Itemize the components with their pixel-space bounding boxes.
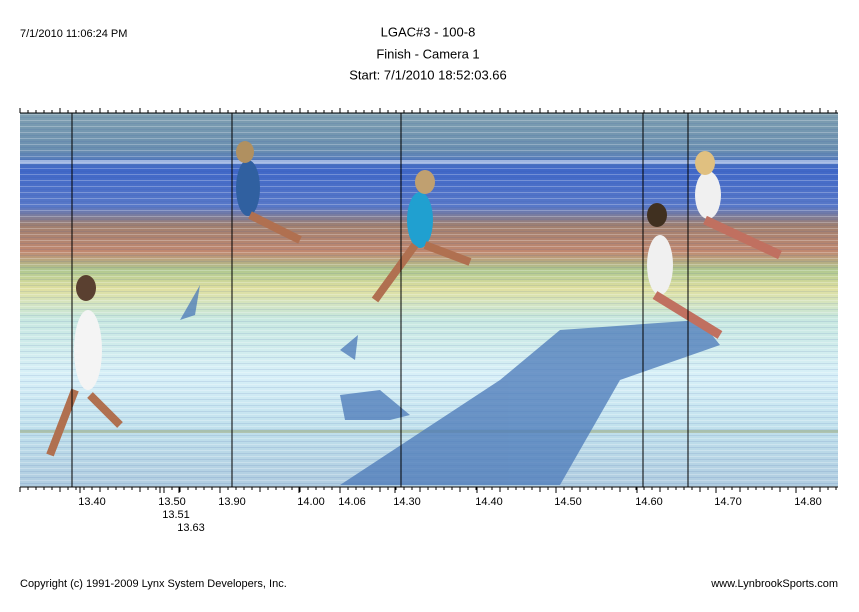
time-label: 13.40 bbox=[78, 496, 106, 508]
photo bbox=[20, 113, 838, 487]
time-label: 14.06 bbox=[338, 496, 366, 508]
timestamp: 7/1/2010 11:06:24 PM bbox=[20, 28, 127, 40]
time-label: 14.40 bbox=[475, 496, 503, 508]
time-label: 13.50 bbox=[158, 496, 186, 508]
title: LGAC#3 - 100-8 bbox=[381, 24, 476, 39]
time-label: 14.60 bbox=[635, 496, 663, 508]
time-label: 13.51 bbox=[162, 509, 190, 521]
copyright: Copyright (c) 1991-2009 Lynx System Deve… bbox=[20, 578, 287, 590]
time-label: 13.63 bbox=[177, 522, 205, 534]
time-label: 14.70 bbox=[714, 496, 742, 508]
runners bbox=[46, 141, 782, 457]
time-label: 14.30 bbox=[393, 496, 421, 508]
time-label: 14.80 bbox=[794, 496, 822, 508]
site: www.LynbrookSports.com bbox=[710, 578, 838, 590]
subtitle: Finish - Camera 1 bbox=[376, 46, 479, 61]
time-label: 14.50 bbox=[554, 496, 582, 508]
time-label: 14.00 bbox=[297, 496, 325, 508]
start-time: Start: 7/1/2010 18:52:03.66 bbox=[349, 67, 507, 82]
time-label: 13.90 bbox=[218, 496, 246, 508]
